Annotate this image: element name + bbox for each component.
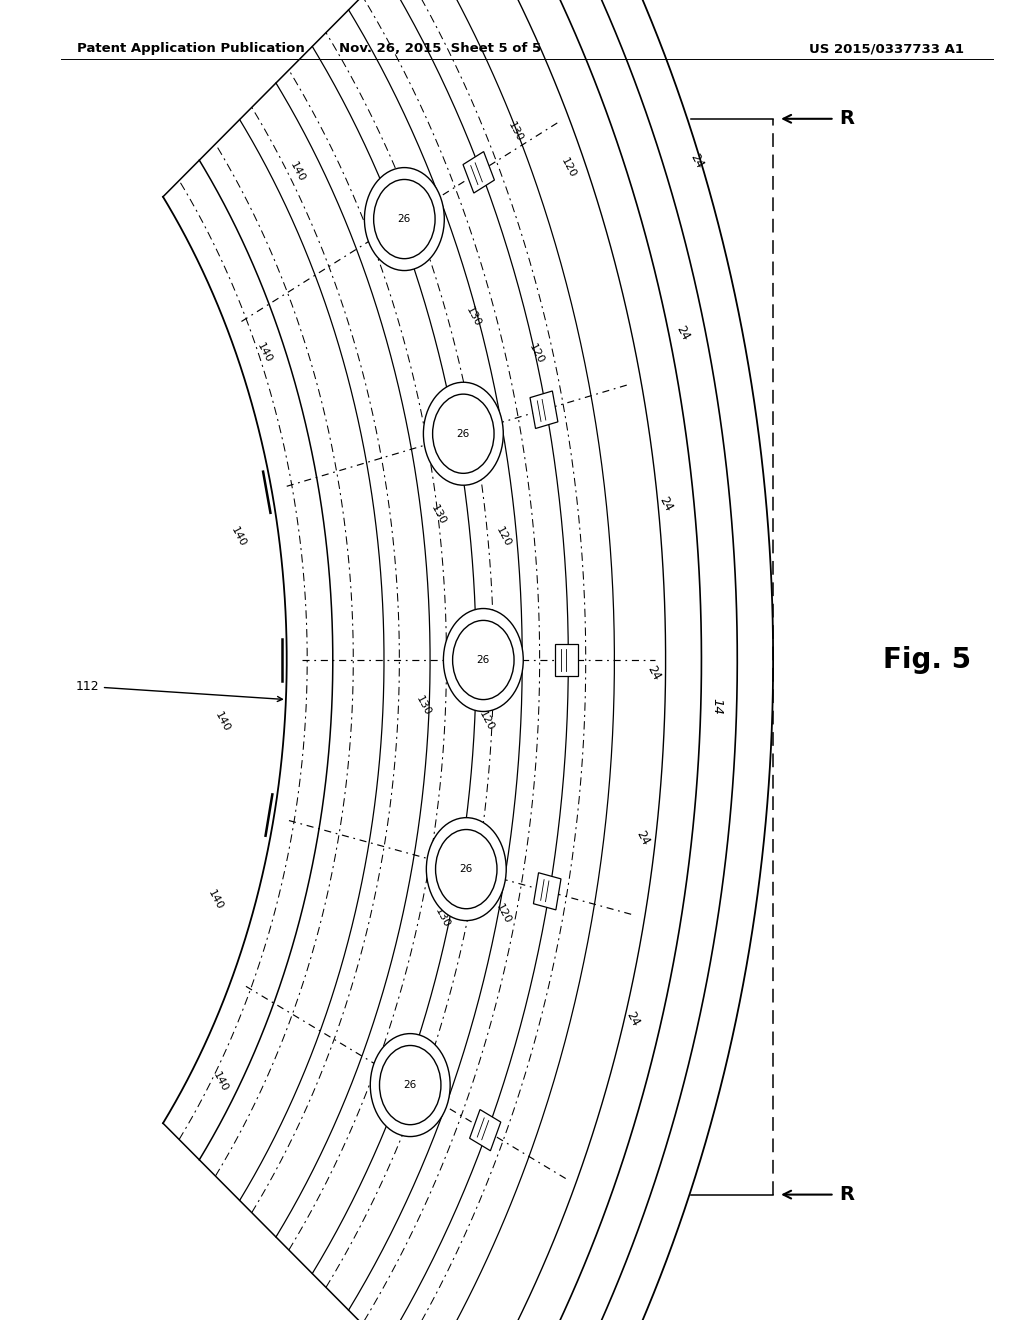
- Polygon shape: [463, 152, 495, 193]
- Text: 24: 24: [644, 664, 663, 682]
- Text: 24: 24: [674, 323, 692, 342]
- Text: 130: 130: [414, 694, 432, 718]
- Text: 130: 130: [464, 305, 482, 329]
- Text: 120: 120: [495, 525, 513, 549]
- Circle shape: [453, 620, 514, 700]
- Text: 140: 140: [213, 710, 231, 734]
- Polygon shape: [534, 873, 561, 909]
- Text: 24: 24: [624, 1010, 642, 1028]
- Text: Nov. 26, 2015  Sheet 5 of 5: Nov. 26, 2015 Sheet 5 of 5: [339, 42, 542, 55]
- Circle shape: [443, 609, 523, 711]
- Text: 24: 24: [634, 829, 652, 847]
- Text: R: R: [840, 1185, 855, 1204]
- Circle shape: [371, 1034, 451, 1137]
- Text: 24: 24: [687, 152, 706, 170]
- Circle shape: [426, 817, 506, 920]
- Text: 14: 14: [711, 698, 723, 714]
- Text: 140: 140: [211, 1071, 229, 1094]
- Text: 120: 120: [477, 709, 496, 733]
- Text: Fig. 5: Fig. 5: [883, 645, 971, 675]
- Text: 120: 120: [527, 342, 546, 366]
- Text: 26: 26: [457, 429, 470, 438]
- Text: 120: 120: [495, 902, 513, 925]
- Text: 26: 26: [403, 1080, 417, 1090]
- Circle shape: [365, 168, 444, 271]
- Text: 140: 140: [229, 525, 248, 549]
- Polygon shape: [470, 1110, 501, 1151]
- Text: 130: 130: [506, 120, 524, 144]
- Polygon shape: [530, 391, 558, 429]
- Circle shape: [423, 383, 503, 486]
- Text: 140: 140: [206, 888, 224, 912]
- Text: R: R: [840, 110, 855, 128]
- Text: US 2015/0337733 A1: US 2015/0337733 A1: [809, 42, 964, 55]
- Text: Patent Application Publication: Patent Application Publication: [77, 42, 304, 55]
- Text: 140: 140: [288, 160, 306, 183]
- Circle shape: [435, 829, 497, 908]
- Text: 26: 26: [477, 655, 489, 665]
- Text: 140: 140: [255, 341, 273, 364]
- Circle shape: [432, 395, 494, 474]
- Text: 130: 130: [429, 503, 447, 527]
- Circle shape: [380, 1045, 441, 1125]
- Text: 130: 130: [433, 906, 452, 929]
- Text: 24: 24: [656, 495, 675, 513]
- Text: 26: 26: [460, 865, 473, 874]
- Text: 120: 120: [559, 156, 578, 180]
- Text: 26: 26: [397, 214, 411, 224]
- Polygon shape: [555, 644, 578, 676]
- Circle shape: [374, 180, 435, 259]
- Text: 112: 112: [75, 680, 283, 701]
